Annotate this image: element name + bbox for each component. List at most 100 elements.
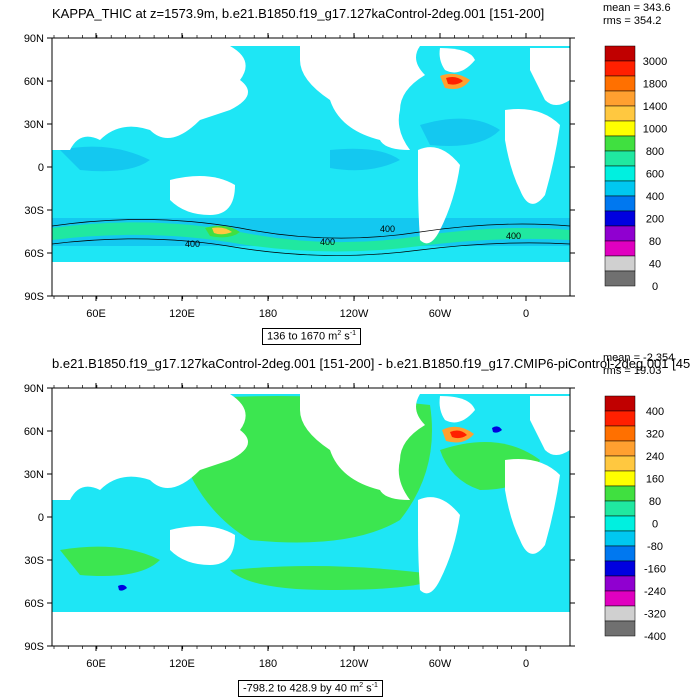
europe-land	[530, 396, 570, 455]
colorbar-label: 80	[649, 496, 661, 508]
contour-label: 400	[506, 231, 521, 241]
y-tick-label: 0	[38, 512, 44, 524]
colorbar-swatch	[604, 90, 636, 107]
colorbar-swatch	[604, 105, 636, 122]
colorbar-swatch	[604, 530, 636, 547]
contour-label: 400	[185, 239, 200, 249]
map-field-top: 400 400 400 400	[52, 38, 570, 296]
asia-land	[52, 394, 248, 500]
colorbar-swatch	[604, 210, 636, 227]
map-field-bottom	[52, 388, 570, 646]
x-tick-label: 60W	[429, 308, 452, 320]
colorbar-swatch	[604, 255, 636, 272]
pacific-patch	[330, 148, 400, 171]
colorbar-label: 0	[652, 519, 658, 531]
colorbar-swatch	[604, 440, 636, 457]
x-tick-label: 180	[259, 658, 277, 670]
colorbar-swatch	[604, 455, 636, 472]
colorbar-label: 1400	[643, 101, 667, 113]
axes-bottom: 60E 120E 180 120W 60W 0 90N 60N 30N 0 30S 60S 90S	[24, 383, 575, 670]
colorbar-label: -320	[644, 609, 666, 621]
x-tick-label: 120W	[340, 658, 369, 670]
colorbar-swatch	[604, 605, 636, 622]
contour-label: 400	[380, 224, 395, 234]
colorbar-swatch	[604, 395, 636, 412]
rms-label: rms = 354.2	[603, 15, 662, 27]
colorbar-label: -240	[644, 586, 666, 598]
greenland-land	[439, 396, 475, 423]
anomaly-cold-spot	[492, 426, 502, 433]
y-tick-label: 60S	[24, 248, 44, 260]
colorbar-swatch	[604, 135, 636, 152]
mean-label: mean = -2.354	[603, 352, 675, 364]
contour-line	[52, 238, 570, 256]
australia-land	[170, 526, 235, 565]
anomaly-hotspot-core	[450, 430, 467, 439]
colorbar-label: -160	[644, 564, 666, 576]
north-america-land	[300, 394, 425, 500]
atlantic-patch	[420, 118, 500, 146]
x-tick-label: 180	[259, 308, 277, 320]
colorbar-swatch	[604, 165, 636, 182]
colorbar-label: 400	[646, 406, 664, 418]
colorbar-label: 400	[646, 191, 664, 203]
x-tick-label: 120E	[169, 658, 195, 670]
colorbar-swatch	[604, 270, 636, 287]
colorbar-label: 40	[649, 259, 661, 271]
asia-land	[52, 46, 248, 150]
colorbar-swatch	[604, 545, 636, 562]
y-tick-label: 60S	[24, 598, 44, 610]
panel-title: b.e21.B1850.f19_g17.127kaControl-2deg.00…	[52, 356, 691, 371]
colorbar-bottom: 400 320 240 160 80 0 -80 -160 -240 -320 -400	[604, 395, 666, 643]
anomaly-cold-spot	[118, 584, 127, 591]
colorbar-label: 600	[646, 169, 664, 181]
labrador-hotspot-core	[446, 77, 463, 85]
colorbar-label: 200	[646, 214, 664, 226]
colorbar-label: 240	[646, 451, 664, 463]
colorbar-label: -80	[647, 541, 663, 553]
arctic-land	[52, 38, 570, 46]
rms-label: rms = 19.03	[603, 365, 662, 377]
colorbar-swatch	[604, 240, 636, 257]
x-tick-label: 120W	[340, 308, 369, 320]
indian-patch	[60, 146, 150, 172]
panel-title: KAPPA_THIC at z=1573.9m, b.e21.B1850.f19…	[52, 6, 545, 21]
y-tick-label: 30S	[24, 555, 44, 567]
africa-land	[505, 109, 560, 204]
colorbar-swatch	[604, 590, 636, 607]
colorbar-label: 80	[649, 236, 661, 248]
colorbar-label: 800	[646, 146, 664, 158]
zero-region	[60, 546, 160, 576]
y-tick-label: 90S	[24, 641, 44, 653]
y-tick-label: 30S	[24, 205, 44, 217]
colorbar-swatch	[604, 150, 636, 167]
x-tick-label: 0	[523, 658, 529, 670]
y-tick-label: 60N	[24, 426, 44, 438]
map-chart-bottom: 60E 120E 180 120W 60W 0 90N 60N 30N 0 30S 60S 90S 40…	[24, 383, 666, 670]
colorbar-swatch	[604, 485, 636, 502]
arctic-land	[52, 388, 570, 394]
y-tick-label: 90S	[24, 291, 44, 303]
mean-label: mean = 343.6	[603, 2, 671, 14]
colorbar-swatch	[604, 75, 636, 92]
map-chart-top: 400 400 400 400 60E 120E 180 120W 60W 090N60N…	[24, 33, 667, 320]
y-tick-label: 0	[38, 162, 44, 174]
y-tick-label: 60N	[24, 76, 44, 88]
colorbar-label: 160	[646, 474, 664, 486]
colorbar-swatch	[604, 425, 636, 442]
antarctica-land	[52, 262, 570, 296]
x-tick-label: 60E	[86, 308, 106, 320]
x-tick-label: 120E	[169, 308, 195, 320]
colorbar-swatch	[604, 180, 636, 197]
y-tick-label: 90N	[24, 33, 44, 45]
colorbar-label: 0	[652, 281, 658, 293]
x-tick-label: 60W	[429, 658, 452, 670]
x-tick-label: 0	[523, 308, 529, 320]
axes-top: 60E 120E 180 120W 60W 0 90N 60N 30N 0 30S 60S 90S	[24, 33, 575, 320]
y-tick-label: 90N	[24, 383, 44, 395]
colorbar-swatch	[604, 45, 636, 62]
contour-label: 400	[320, 237, 335, 247]
colorbar-swatch	[604, 60, 636, 77]
bottom-panel: b.e21.B1850.f19_g17.127kaControl-2deg.00…	[0, 350, 700, 700]
colorbar-swatch	[604, 410, 636, 427]
